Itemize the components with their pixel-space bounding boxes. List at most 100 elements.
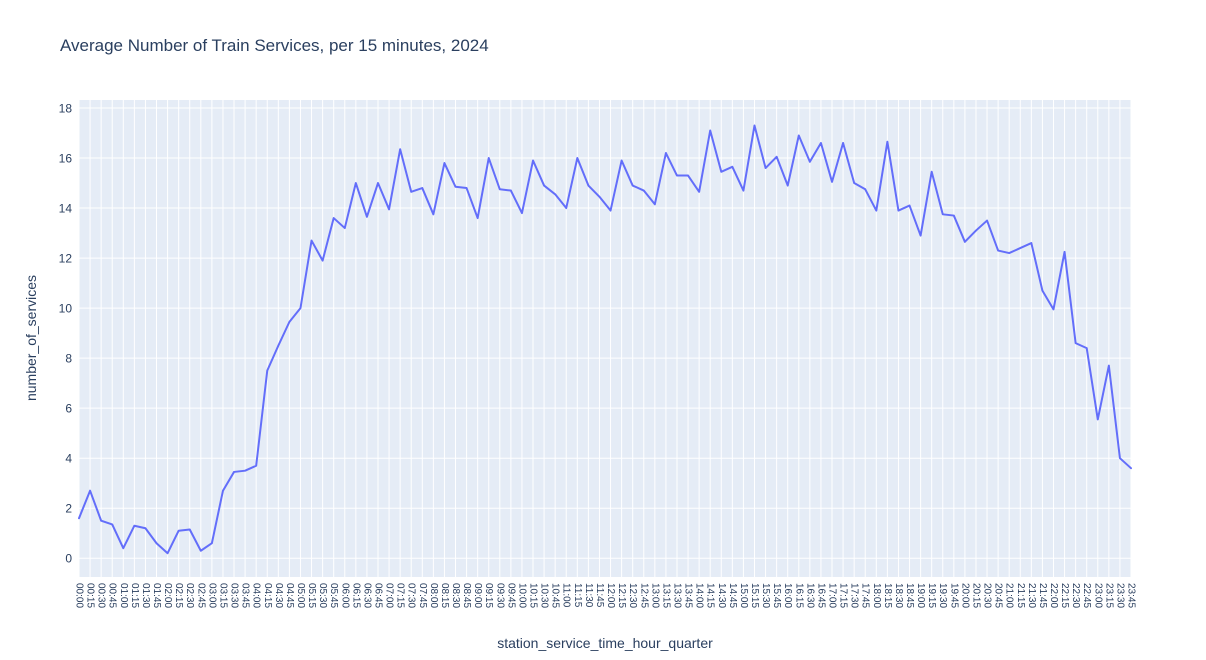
x-tick-label: 18:00 (871, 583, 882, 608)
x-tick-label: 15:00 (738, 583, 749, 608)
x-tick-label: 17:15 (838, 583, 849, 608)
x-tick-label: 22:30 (1070, 583, 1081, 608)
x-tick-label: 03:15 (217, 583, 228, 608)
x-tick-label: 13:15 (660, 583, 671, 608)
x-tick-label: 20:30 (982, 583, 993, 608)
x-tick-label: 22:15 (1059, 583, 1070, 608)
y-tick-label: 4 (65, 452, 72, 466)
x-tick-label: 14:15 (705, 583, 716, 608)
x-tick-label: 04:30 (273, 583, 284, 608)
x-tick-label: 00:00 (74, 583, 85, 608)
y-tick-label: 2 (65, 502, 72, 516)
x-tick-label: 06:15 (350, 583, 361, 608)
x-tick-label: 09:15 (483, 583, 494, 608)
x-tick-label: 14:00 (694, 583, 705, 608)
x-tick-label: 13:45 (683, 583, 694, 608)
x-tick-label: 07:15 (395, 583, 406, 608)
x-tick-label: 13:30 (671, 583, 682, 608)
x-tick-label: 17:45 (860, 583, 871, 608)
x-tick-label: 11:00 (561, 583, 572, 608)
x-tick-label: 05:15 (306, 583, 317, 608)
x-tick-label: 22:45 (1081, 583, 1092, 608)
x-tick-label: 22:00 (1048, 583, 1059, 608)
x-tick-label: 10:45 (550, 583, 561, 608)
y-tick-labels: 0 2 4 6 8 10 12 14 16 18 (59, 102, 73, 566)
x-tick-label: 04:45 (284, 583, 295, 608)
x-tick-label: 19:30 (937, 583, 948, 608)
x-tick-label: 19:15 (926, 583, 937, 608)
x-tick-label: 18:45 (904, 583, 915, 608)
y-tick-label: 8 (65, 352, 72, 366)
x-tick-label: 18:30 (893, 583, 904, 608)
x-tick-label: 21:30 (1026, 583, 1037, 608)
y-tick-label: 0 (65, 552, 72, 566)
x-tick-label: 21:45 (1037, 583, 1048, 608)
x-axis-title: station_service_time_hour_quarter (497, 635, 713, 651)
x-tick-label: 07:00 (384, 583, 395, 608)
x-tick-label: 12:00 (605, 583, 616, 608)
x-tick-label: 08:15 (439, 583, 450, 608)
x-tick-label: 13:00 (649, 583, 660, 608)
vertical-gridlines (78, 100, 1132, 577)
horizontal-gridlines (79, 107, 1131, 559)
x-tick-label: 16:45 (815, 583, 826, 608)
x-tick-label: 01:30 (140, 583, 151, 608)
y-tick-label: 14 (59, 202, 73, 216)
y-tick-label: 10 (59, 302, 73, 316)
x-tick-label: 16:30 (804, 583, 815, 608)
x-tick-label: 06:45 (372, 583, 383, 608)
x-tick-label: 23:45 (1126, 583, 1137, 608)
x-tick-label: 02:45 (195, 583, 206, 608)
x-tick-label: 19:00 (915, 583, 926, 608)
x-tick-label: 12:45 (638, 583, 649, 608)
x-tick-label: 15:45 (771, 583, 782, 608)
x-tick-label: 23:30 (1114, 583, 1125, 608)
x-tick-label: 19:45 (948, 583, 959, 608)
x-tick-label: 18:15 (882, 583, 893, 608)
x-tick-label: 03:00 (206, 583, 217, 608)
x-tick-label: 15:30 (760, 583, 771, 608)
x-tick-label: 23:15 (1103, 583, 1114, 608)
x-tick-label: 07:30 (406, 583, 417, 608)
x-tick-label: 10:15 (528, 583, 539, 608)
y-tick-label: 6 (65, 402, 72, 416)
x-tick-label: 04:15 (262, 583, 273, 608)
x-tick-label: 17:00 (827, 583, 838, 608)
x-tick-label: 05:00 (295, 583, 306, 608)
x-tick-label: 23:00 (1092, 583, 1103, 608)
x-tick-labels: 00:00 00:15 00:30 00:45 01:00 01:15 01:30 01:45… (74, 583, 1137, 608)
plot-background[interactable] (79, 100, 1131, 577)
train-services-line-series[interactable] (78, 124, 1132, 555)
x-tick-label: 05:45 (328, 583, 339, 608)
x-tick-label: 08:30 (450, 583, 461, 608)
x-tick-label: 08:45 (461, 583, 472, 608)
x-tick-label: 16:15 (793, 583, 804, 608)
x-tick-label: 21:15 (1015, 583, 1026, 608)
x-tick-label: 01:45 (151, 583, 162, 608)
x-tick-label: 20:45 (993, 583, 1004, 608)
x-tick-label: 00:45 (107, 583, 118, 608)
x-tick-label: 04:00 (251, 583, 262, 608)
y-tick-label: 16 (59, 152, 73, 166)
x-tick-label: 14:30 (716, 583, 727, 608)
y-tick-label: 18 (59, 102, 73, 116)
y-axis-title: number_of_services (23, 275, 39, 401)
x-tick-label: 21:00 (1004, 583, 1015, 608)
x-tick-label: 03:45 (240, 583, 251, 608)
x-tick-label: 09:00 (472, 583, 483, 608)
x-tick-label: 06:30 (361, 583, 372, 608)
chart-title: Average Number of Train Services, per 15… (60, 36, 489, 55)
x-tick-label: 09:45 (505, 583, 516, 608)
x-tick-label: 20:00 (959, 583, 970, 608)
x-tick-label: 15:15 (749, 583, 760, 608)
x-tick-label: 05:30 (317, 583, 328, 608)
x-tick-label: 12:15 (616, 583, 627, 608)
x-tick-label: 02:15 (173, 583, 184, 608)
x-tick-label: 17:30 (849, 583, 860, 608)
x-tick-label: 03:30 (229, 583, 240, 608)
x-tick-label: 08:00 (428, 583, 439, 608)
x-tick-label: 07:45 (417, 583, 428, 608)
x-tick-label: 00:30 (96, 583, 107, 608)
